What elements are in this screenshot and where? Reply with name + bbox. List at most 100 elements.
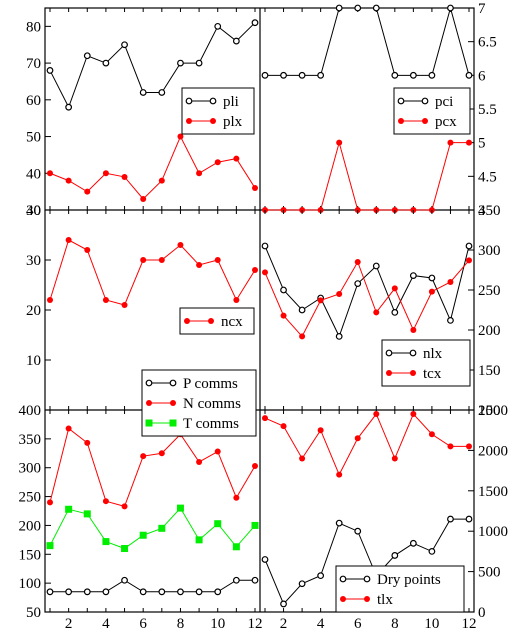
data-point [391,285,398,292]
data-point [233,155,240,162]
data-point [466,443,472,450]
data-point [84,247,91,253]
data-point [261,242,269,250]
data-point [262,415,268,422]
data-point [391,455,398,462]
data-point [335,4,343,12]
legend-marker [186,118,192,124]
data-point [465,515,473,523]
legend-label: pci [435,94,453,110]
data-point [140,257,147,263]
data-point [176,504,184,512]
legend-marker [339,575,347,583]
legend: ncx [179,307,255,335]
data-point [354,259,361,265]
data-point [298,580,306,588]
legend: pli plx [181,87,255,135]
legend-label: tcx [423,366,442,382]
data-point [196,262,203,268]
data-point [466,257,472,264]
legend-marker [421,97,429,105]
data-point [465,71,473,79]
legend-marker [170,400,176,406]
panel-middle-right: 100 150 200 250 300 350 nlx tcx [261,203,501,419]
legend: P comms N comms T comms [141,369,257,437]
data-point [46,588,54,596]
data-point [177,242,184,248]
data-point [177,59,184,67]
data-point [121,173,128,180]
series-line [49,507,256,550]
data-point [298,71,306,79]
series-tlx [262,411,472,478]
series-line [264,413,469,476]
data-point [83,588,91,596]
data-point [214,520,222,528]
data-point [447,317,454,324]
data-point [195,536,203,544]
y-tick-label: 200 [19,518,42,534]
data-point [428,288,435,295]
legend-label: tlx [377,592,393,608]
legend-box [181,87,255,135]
data-point [252,184,258,191]
y-tick-label: 50 [26,130,41,146]
legend-marker [185,97,193,105]
data-point [121,41,128,49]
data-point [65,237,72,243]
y-tick-label: 20 [26,303,41,319]
data-point [214,22,222,30]
data-point [65,425,72,432]
series-ncx [47,237,258,308]
legend-label: ncx [221,314,243,330]
y-tick-label: 40 [26,166,41,182]
y-tick-label: 300 [478,243,501,259]
data-point [447,515,454,523]
y-tick-label: 350 [19,432,42,448]
data-point [158,524,166,532]
data-point [158,89,166,96]
data-point [139,588,147,596]
y-tick-label: 400 [19,403,42,419]
data-point [317,297,324,304]
legend-marker [385,349,393,357]
data-point [214,257,221,263]
data-point [280,71,287,79]
data-point [447,4,454,12]
legend-box [393,87,471,135]
data-point [317,427,324,434]
y-tick-label: 4 [478,203,486,219]
y-tick-label: 0 [478,605,486,621]
series-tcx [262,257,472,340]
series-plx [47,133,258,202]
data-point [65,103,73,111]
data-point [252,462,258,469]
legend-label: pcx [435,114,457,130]
data-point [447,279,454,285]
data-point [298,306,306,314]
series-line [265,6,470,76]
data-point [121,302,128,308]
legend-marker [364,596,370,602]
data-point [214,588,222,596]
legend-marker [422,118,428,124]
data-point [336,139,343,146]
data-point [372,262,380,270]
y-tick-label: 30 [26,253,41,269]
data-point [447,139,454,146]
y-tick-label: 250 [19,490,42,506]
data-point [65,177,72,184]
legend-marker [398,118,404,124]
data-point [158,177,165,184]
data-point [336,291,343,297]
y-tick-label: 500 [478,565,501,581]
legend-label: plx [223,114,243,130]
data-point [335,333,343,340]
legend-marker [145,379,153,387]
data-point [46,542,54,550]
data-point [102,170,109,177]
data-point [428,431,435,438]
data-point [335,519,343,527]
